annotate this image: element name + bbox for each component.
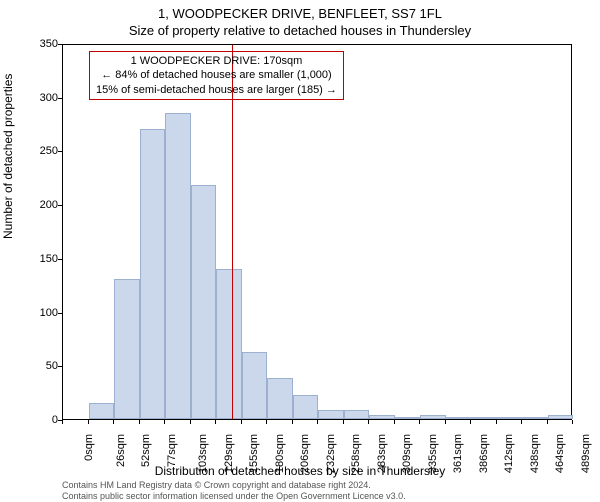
x-tick-label: 26sqm <box>115 434 127 467</box>
y-tick-label: 100 <box>28 307 58 319</box>
y-tick-mark <box>58 366 62 367</box>
y-tick-label: 250 <box>28 145 58 157</box>
x-tick-label: 361sqm <box>452 434 464 473</box>
annotation-line1: 1 WOODPECKER DRIVE: 170sqm <box>96 54 337 68</box>
x-tick-mark <box>445 420 446 424</box>
x-tick-mark <box>394 420 395 424</box>
histogram-bar <box>369 415 395 419</box>
histogram-bar <box>548 415 574 419</box>
x-tick-mark <box>215 420 216 424</box>
x-tick-mark <box>470 420 471 424</box>
y-tick-label: 0 <box>28 414 58 426</box>
x-tick-label: 77sqm <box>166 434 178 467</box>
y-tick-label: 50 <box>28 360 58 372</box>
x-tick-mark <box>292 420 293 424</box>
x-tick-label: 412sqm <box>503 434 515 473</box>
y-tick-mark <box>58 259 62 260</box>
histogram-bar <box>318 410 344 419</box>
x-tick-mark <box>317 420 318 424</box>
x-tick-label: 335sqm <box>427 434 439 473</box>
y-tick-mark <box>58 98 62 99</box>
histogram-bar <box>293 395 319 419</box>
y-tick-mark <box>58 313 62 314</box>
chart-title: 1, WOODPECKER DRIVE, BENFLEET, SS7 1FL <box>0 0 600 23</box>
chart-container: 1, WOODPECKER DRIVE, BENFLEET, SS7 1FL S… <box>0 0 600 500</box>
x-tick-mark <box>113 420 114 424</box>
x-tick-label: 206sqm <box>299 434 311 473</box>
y-tick-label: 350 <box>28 38 58 50</box>
histogram-bar <box>165 113 191 419</box>
x-tick-mark <box>241 420 242 424</box>
histogram-bar <box>140 129 166 419</box>
annotation-line2: ← 84% of detached houses are smaller (1,… <box>96 68 337 82</box>
footer-line1: Contains HM Land Registry data © Crown c… <box>62 480 406 491</box>
x-tick-mark <box>266 420 267 424</box>
x-tick-mark <box>190 420 191 424</box>
histogram-bar <box>242 352 268 419</box>
histogram-bar <box>522 417 548 419</box>
histogram-bar <box>420 415 446 419</box>
footer-attribution: Contains HM Land Registry data © Crown c… <box>62 480 406 502</box>
x-tick-mark <box>164 420 165 424</box>
y-tick-label: 300 <box>28 92 58 104</box>
x-tick-label: 52sqm <box>140 434 152 467</box>
x-tick-label: 258sqm <box>350 434 362 473</box>
annotation-box: 1 WOODPECKER DRIVE: 170sqm← 84% of detac… <box>89 51 344 100</box>
chart-subtitle: Size of property relative to detached ho… <box>0 23 600 38</box>
histogram-bar <box>395 417 421 419</box>
x-tick-label: 489sqm <box>580 434 592 473</box>
x-tick-label: 129sqm <box>223 434 235 473</box>
x-tick-mark <box>496 420 497 424</box>
x-tick-mark <box>521 420 522 424</box>
x-tick-label: 386sqm <box>478 434 490 473</box>
x-tick-label: 464sqm <box>554 434 566 473</box>
x-tick-label: 232sqm <box>325 434 337 473</box>
x-tick-label: 438sqm <box>529 434 541 473</box>
histogram-bar <box>497 417 523 419</box>
histogram-bar <box>114 279 140 419</box>
x-tick-label: 155sqm <box>248 434 260 473</box>
x-tick-mark <box>419 420 420 424</box>
plot-area: 1 WOODPECKER DRIVE: 170sqm← 84% of detac… <box>62 44 572 420</box>
x-tick-label: 103sqm <box>197 434 209 473</box>
histogram-bar <box>471 417 497 419</box>
x-tick-mark <box>547 420 548 424</box>
x-tick-label: 0sqm <box>83 434 95 461</box>
x-tick-mark <box>88 420 89 424</box>
annotation-line3: 15% of semi-detached houses are larger (… <box>96 83 337 97</box>
x-tick-mark <box>139 420 140 424</box>
x-tick-mark <box>62 420 63 424</box>
y-tick-mark <box>58 205 62 206</box>
x-tick-label: 180sqm <box>274 434 286 473</box>
x-tick-mark <box>368 420 369 424</box>
x-tick-label: 283sqm <box>376 434 388 473</box>
histogram-bar <box>446 417 472 419</box>
histogram-bar <box>344 410 370 419</box>
marker-line <box>232 45 233 419</box>
histogram-bar <box>216 269 242 419</box>
histogram-bar <box>267 378 293 419</box>
y-tick-mark <box>58 151 62 152</box>
histogram-bar <box>89 403 115 419</box>
y-tick-label: 200 <box>28 199 58 211</box>
y-tick-mark <box>58 44 62 45</box>
x-tick-label: 309sqm <box>401 434 413 473</box>
x-tick-mark <box>572 420 573 424</box>
y-tick-label: 150 <box>28 253 58 265</box>
x-tick-mark <box>343 420 344 424</box>
histogram-bar <box>191 185 217 419</box>
y-axis-label: Number of detached properties <box>1 74 15 239</box>
